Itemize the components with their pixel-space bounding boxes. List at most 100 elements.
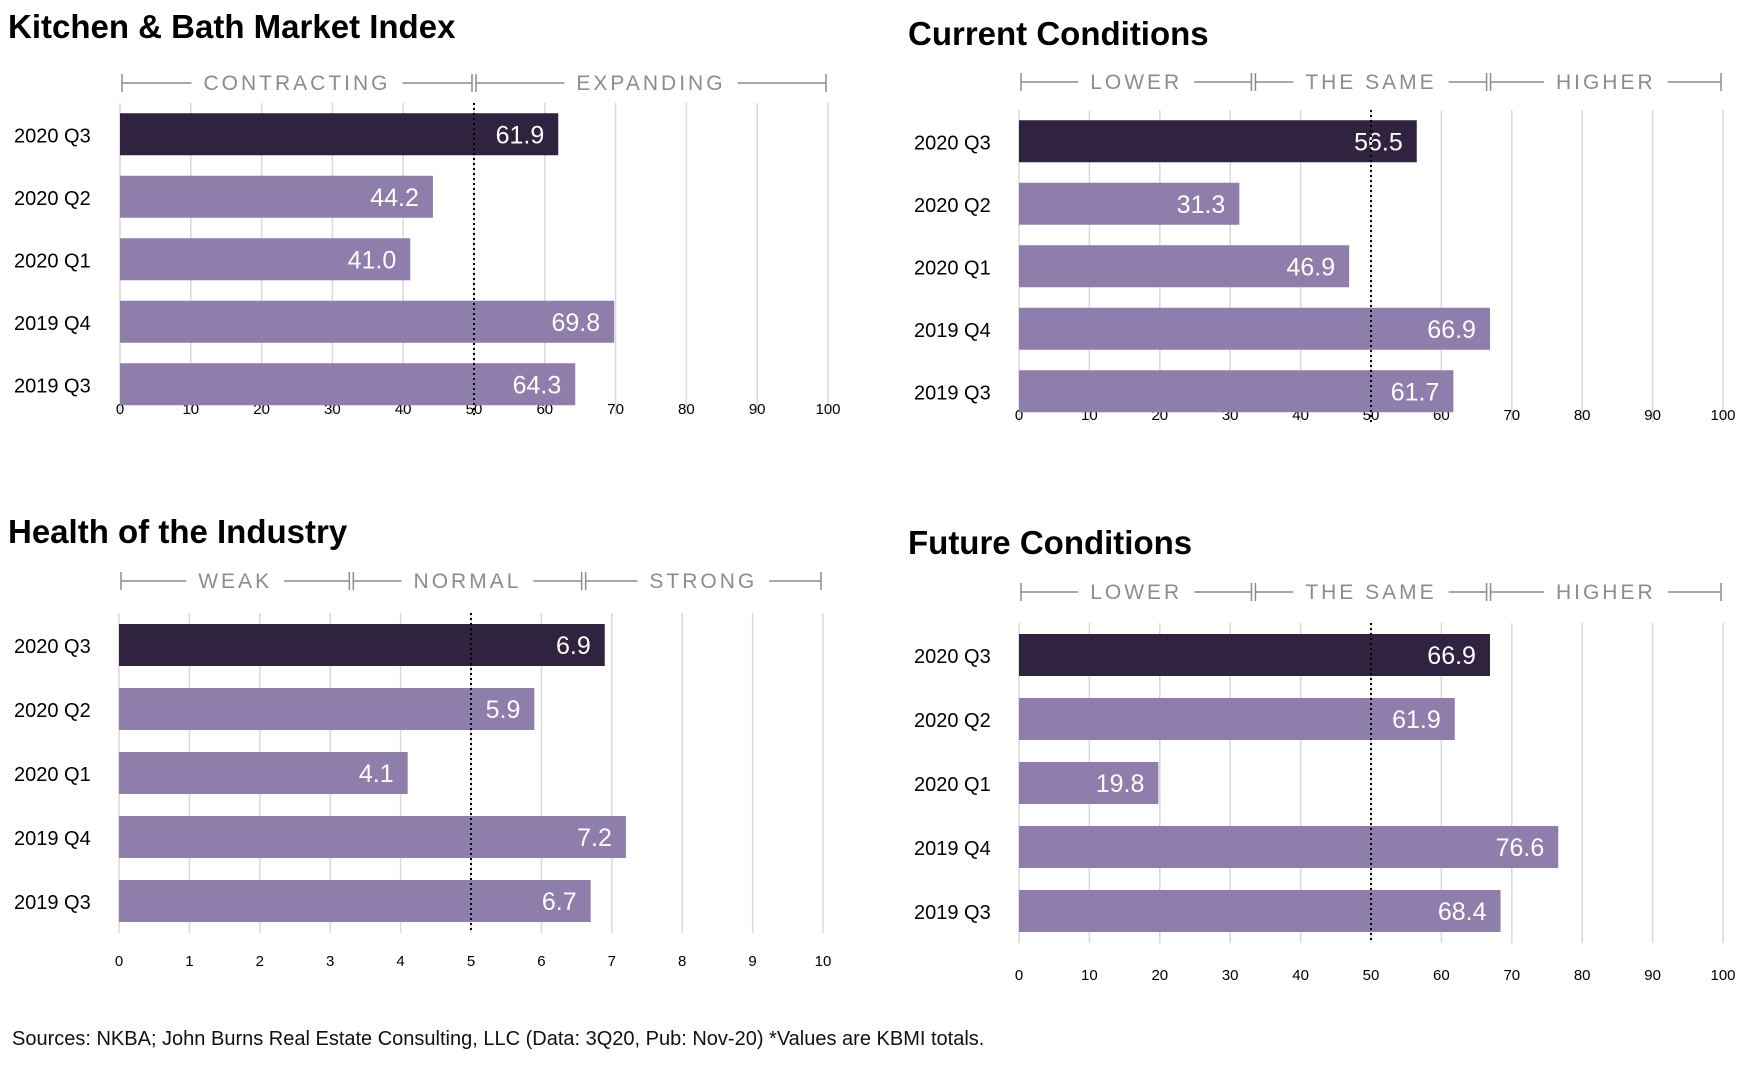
bar [1019,245,1350,288]
tick-label: 3 [326,953,334,970]
tick-label: 80 [1574,967,1591,984]
tick-label: 10 [815,953,832,970]
tick-label: 30 [1222,967,1239,984]
tick-label: 60 [1433,967,1450,984]
chart-health: 0 1 2 3 4 5 6 7 8 9 10 WEAK NORMAL STRONG 2020 Q3 6.9 20… [14,570,831,970]
category-label: 2019 Q3 [14,892,91,914]
band-segment: LOWER [1020,71,1253,94]
tick-label: 70 [607,401,624,418]
bar [1019,120,1417,163]
tick-label: 0 [115,953,123,970]
bar-value-label: 41.0 [348,246,397,274]
tick-label: 70 [1503,967,1520,984]
source-footnote: Sources: NKBA; John Burns Real Estate Co… [12,1028,985,1050]
bar [1019,826,1559,868]
tick-label: 4 [396,953,404,970]
band-segment: LOWER [1020,581,1253,604]
bar [1019,307,1490,350]
bar-value-label: 6.9 [556,632,591,660]
bar [119,752,408,794]
category-label: 2019 Q3 [914,382,991,404]
band-label: LOWER [1090,71,1182,94]
bar [120,238,411,281]
chart-future: 0 10 20 30 40 50 60 70 80 90 100 LOWER THE SAME HIGHE… [914,581,1736,984]
bar [120,363,576,406]
tick-label: 90 [1644,407,1661,424]
tick-label: 1 [185,953,193,970]
tick-label: 7 [608,953,616,970]
tick-label: 20 [1151,967,1168,984]
tick-label: 8 [678,953,686,970]
bar-value-label: 5.9 [486,696,521,724]
tick-label: 0 [1015,407,1023,424]
category-label: 2019 Q3 [914,902,991,924]
tick-label: 0 [116,401,124,418]
bar [119,880,591,922]
bar [119,816,626,858]
chart-title-kbmi: Kitchen & Bath Market Index [8,8,456,45]
band-segment: HIGHER [1489,581,1722,604]
band-label: THE SAME [1305,581,1436,604]
chart-title-future: Future Conditions [908,524,1193,561]
tick-label: 2 [256,953,264,970]
category-label: 2019 Q4 [914,838,991,860]
tick-label: 80 [678,401,695,418]
band-label: EXPANDING [576,72,725,95]
bar [1019,634,1490,676]
bar-value-label: 76.6 [1496,834,1545,862]
bar-value-label: 64.3 [513,371,562,399]
bar [1019,182,1240,225]
bar [120,300,615,343]
bar [120,113,559,156]
band-label: THE SAME [1305,71,1436,94]
band-segment: HIGHER [1489,71,1722,94]
bar [1019,762,1159,804]
category-label: 2020 Q3 [914,646,991,668]
category-label: 2020 Q2 [14,700,91,722]
bar-value-label: 46.9 [1287,253,1336,281]
band-label: WEAK [198,570,272,593]
tick-label: 0 [1015,967,1023,984]
bar-value-label: 31.3 [1177,191,1226,219]
bar-value-label: 68.4 [1438,898,1487,926]
bar [1019,890,1501,932]
bar-value-label: 66.9 [1427,316,1476,344]
bar-value-label: 7.2 [577,824,612,852]
tick-label: 6 [537,953,545,970]
tick-label: 40 [1292,967,1309,984]
category-label: 2020 Q2 [914,195,991,217]
band-segment: EXPANDING [475,72,827,95]
band-segment: STRONG [584,570,822,593]
chart-title-current: Current Conditions [908,15,1209,52]
band-label: HIGHER [1556,581,1656,604]
category-label: 2020 Q3 [14,125,91,147]
band-label: HIGHER [1556,71,1656,94]
tick-label: 90 [749,401,766,418]
bar-value-label: 69.8 [552,309,601,337]
category-label: 2020 Q1 [914,774,991,796]
category-label: 2019 Q4 [14,828,91,850]
category-label: 2020 Q2 [14,188,91,210]
category-label: 2020 Q1 [14,764,91,786]
tick-label: 10 [1081,967,1098,984]
bar [119,624,605,666]
band-segment: THE SAME [1254,581,1488,604]
tick-label: 5 [467,953,475,970]
bar [1019,698,1455,740]
bar-value-label: 61.7 [1391,378,1440,406]
category-label: 2020 Q3 [14,636,91,658]
bar [1019,370,1454,413]
bar [119,688,535,730]
band-segment: NORMAL [352,570,583,593]
band-label: CONTRACTING [204,72,391,95]
bar-value-label: 56.5 [1354,128,1403,156]
tick-label: 80 [1574,407,1591,424]
bar-value-label: 66.9 [1427,642,1476,670]
bar-value-label: 6.7 [542,888,577,916]
tick-label: 100 [1710,967,1735,984]
category-label: 2020 Q3 [914,132,991,154]
category-label: 2019 Q4 [914,320,991,342]
band-segment: THE SAME [1254,71,1488,94]
